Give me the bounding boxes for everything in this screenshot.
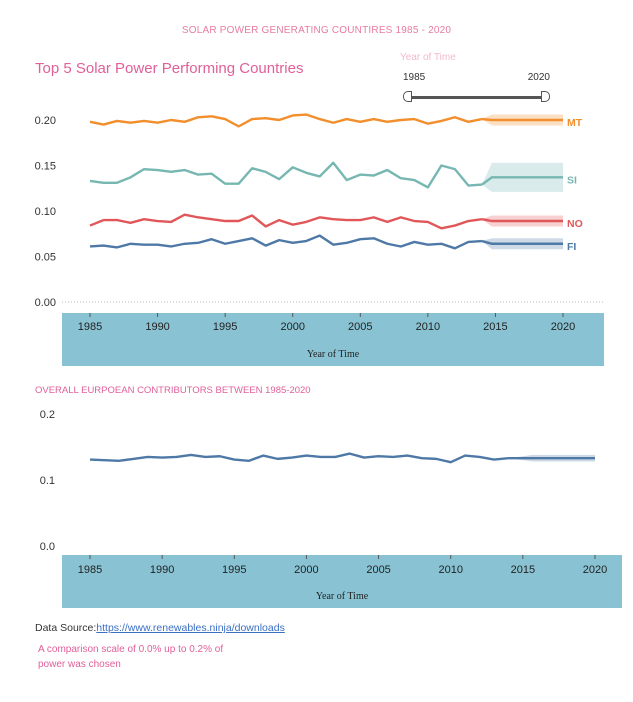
x-axis-title: Year of Time [316,591,369,602]
x-tick-label: 2020 [583,564,607,576]
year-range-filter[interactable]: Year of Time 1985 2020 [395,52,560,102]
series-label: FI [567,241,576,253]
y-tick-label: 0.0 [40,541,55,553]
dashboard-title: SOLAR POWER GENERATING COUNTIRES 1985 - … [181,25,452,36]
y-tick-label: 0.20 [35,115,56,127]
y-tick-label: 0.2 [40,409,55,421]
y-tick-label: 0.10 [35,206,56,218]
x-tick-label: 1990 [145,321,169,333]
x-tick-label: 2010 [438,564,462,576]
data-source-label: Data Source: [35,622,97,634]
x-tick-label: 1985 [78,321,102,333]
series-line [89,161,482,189]
x-tick-label: 2005 [366,564,390,576]
series-label: MT [567,117,583,129]
x-tick-label: 1985 [78,564,102,576]
x-axis-band [62,555,622,608]
series-line [89,113,483,128]
scale-note: A comparison scale of 0.0% up to 0.2% of… [38,644,224,670]
filter-min-value: 1985 [403,72,426,83]
series-label: SI [567,174,577,186]
top5-line-chart: 0.00 0.05 0.10 0.15 0.20 1985 1990 1995 2000 2005… [35,113,604,366]
x-tick-label: 2020 [551,321,575,333]
series-line [89,452,509,464]
forecast-line [481,218,563,223]
slider-track[interactable] [407,96,547,99]
x-tick-label: 2015 [483,321,507,333]
y-tick-label: 0.15 [35,161,56,173]
x-tick-label: 1995 [213,321,237,333]
x-tick-label: 2000 [280,321,304,333]
overall-line-chart: 0.0 0.1 0.2 1985 1990 1995 2000 2005 2010 2015 202… [40,409,622,608]
x-tick-label: 1995 [222,564,246,576]
chart-title: Top 5 Solar Power Performing Countries [35,60,304,77]
filter-label: Year of Time [400,52,456,63]
x-axis-band [62,313,604,366]
filter-max-value: 2020 [527,72,550,83]
series-label: NO [567,218,583,230]
data-source: Data Source:https://www.renewables.ninja… [35,622,285,634]
x-tick-label: 1990 [150,564,174,576]
x-axis-title: Year of Time [307,349,360,360]
forecast-line [481,117,563,122]
y-tick-label: 0.00 [35,297,56,309]
series-line [89,234,482,250]
series-line [89,213,483,230]
x-tick-label: 2010 [416,321,440,333]
y-tick-label: 0.1 [40,475,55,487]
x-tick-label: 2015 [511,564,535,576]
x-tick-label: 2000 [294,564,318,576]
forecast-line [481,176,563,186]
data-source-link[interactable]: https://www.renewables.ninja/downloads [96,622,285,634]
slider-handle-min[interactable] [403,91,412,102]
overall-chart-title: OVERALL EURPOEAN CONTRIBUTORS BETWEEN 19… [35,385,311,396]
slider-handle-max[interactable] [541,91,550,102]
x-tick-label: 2005 [348,321,372,333]
forecast-line [481,239,563,245]
y-tick-label: 0.05 [35,252,56,264]
